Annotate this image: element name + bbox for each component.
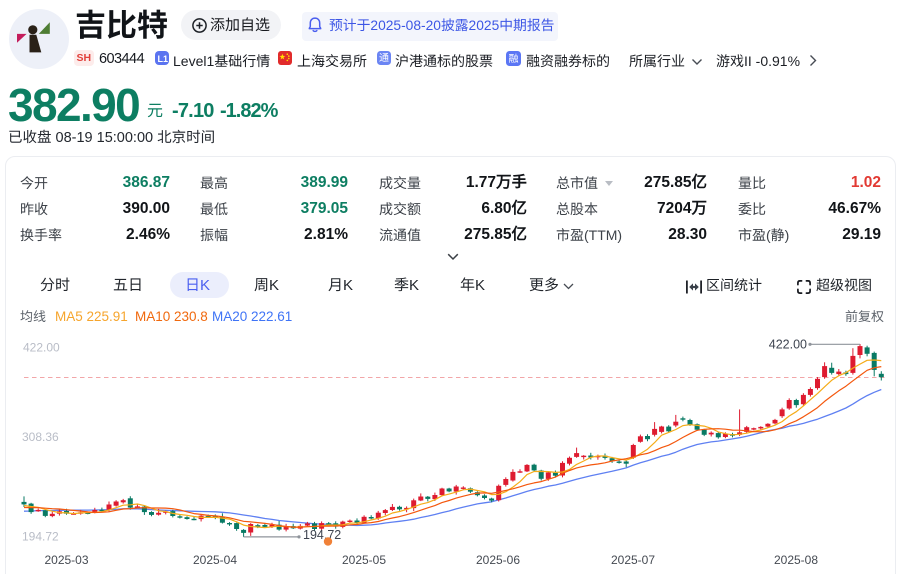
svg-text:194.72: 194.72 — [22, 530, 59, 544]
svg-text:194.72: 194.72 — [303, 528, 341, 542]
svg-text:2025-03: 2025-03 — [44, 553, 88, 567]
svg-text:2025-05: 2025-05 — [342, 553, 386, 567]
svg-text:422.00: 422.00 — [23, 341, 60, 355]
svg-text:422.00: 422.00 — [769, 338, 807, 352]
svg-text:2025-06: 2025-06 — [476, 553, 520, 567]
svg-text:2025-07: 2025-07 — [611, 553, 655, 567]
svg-text:308.36: 308.36 — [22, 430, 59, 444]
svg-text:2025-04: 2025-04 — [193, 553, 237, 567]
svg-text:2025-08: 2025-08 — [774, 553, 818, 567]
